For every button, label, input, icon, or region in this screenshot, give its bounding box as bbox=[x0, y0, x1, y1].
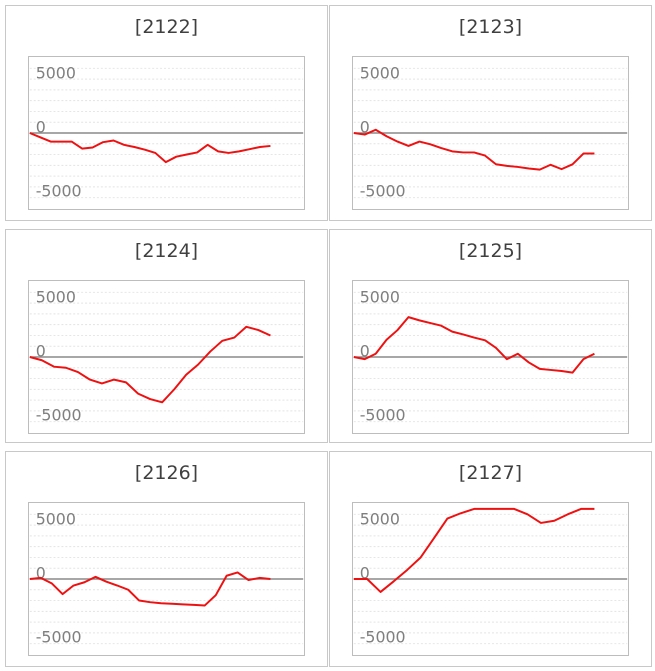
series-line bbox=[353, 316, 595, 374]
line-chart: 5000 0 -5000 bbox=[353, 288, 628, 424]
line-chart: 5000 0 -5000 bbox=[353, 507, 628, 646]
plot-area: 5000 0 -5000 bbox=[28, 56, 305, 210]
y-tick-label: 0 bbox=[36, 564, 46, 583]
series-line bbox=[29, 325, 271, 404]
y-tick-label: 0 bbox=[360, 564, 370, 583]
y-tick-label: 0 bbox=[360, 118, 370, 137]
plot-area: 5000 0 -5000 bbox=[352, 502, 629, 656]
series-line bbox=[29, 132, 271, 164]
y-tick-label: 5000 bbox=[36, 288, 76, 307]
y-tick-label: -5000 bbox=[36, 627, 82, 646]
chart-panel-2124: [2124] 5000 0 -5000 bbox=[5, 229, 328, 443]
chart-panel-2125: [2125] 5000 0 -5000 bbox=[329, 229, 652, 443]
plot-area: 5000 0 -5000 bbox=[28, 502, 305, 656]
y-tick-label: -5000 bbox=[36, 405, 82, 424]
chart-title: [2125] bbox=[458, 240, 523, 262]
chart-title: [2126] bbox=[134, 462, 199, 484]
chart-title: [2123] bbox=[458, 16, 523, 38]
y-tick-label: 0 bbox=[360, 342, 370, 361]
chart-title: [2122] bbox=[134, 16, 199, 38]
chart-panel-2127: [2127] 5000 0 -5000 bbox=[329, 451, 652, 667]
plot-area: 5000 0 -5000 bbox=[28, 280, 305, 434]
y-tick-label: 0 bbox=[36, 342, 46, 361]
y-tick-label: 5000 bbox=[36, 510, 76, 529]
y-tick-label: 5000 bbox=[36, 64, 76, 83]
line-chart: 5000 0 -5000 bbox=[353, 64, 628, 200]
y-tick-label: -5000 bbox=[360, 627, 406, 646]
line-chart: 5000 0 -5000 bbox=[29, 64, 304, 200]
plot-area: 5000 0 -5000 bbox=[352, 280, 629, 434]
y-tick-label: 0 bbox=[36, 118, 46, 137]
y-tick-label: -5000 bbox=[36, 181, 82, 200]
chart-panel-2126: [2126] 5000 0 -5000 bbox=[5, 451, 328, 667]
y-tick-label: 5000 bbox=[360, 510, 400, 529]
plot-area: 5000 0 -5000 bbox=[352, 56, 629, 210]
line-chart: 5000 0 -5000 bbox=[29, 288, 304, 424]
series-line bbox=[353, 507, 595, 593]
series-line bbox=[353, 128, 595, 171]
chart-panel-2122: [2122] 5000 0 -5000 bbox=[5, 5, 328, 221]
y-tick-label: -5000 bbox=[360, 405, 406, 424]
y-tick-label: 5000 bbox=[360, 288, 400, 307]
y-tick-label: 5000 bbox=[360, 64, 400, 83]
chart-title: [2124] bbox=[134, 240, 199, 262]
line-chart: 5000 0 -5000 bbox=[29, 510, 304, 646]
y-tick-label: -5000 bbox=[360, 181, 406, 200]
series-line bbox=[29, 571, 271, 607]
chart-panel-2123: [2123] 5000 0 -5000 bbox=[329, 5, 652, 221]
chart-title: [2127] bbox=[458, 462, 523, 484]
